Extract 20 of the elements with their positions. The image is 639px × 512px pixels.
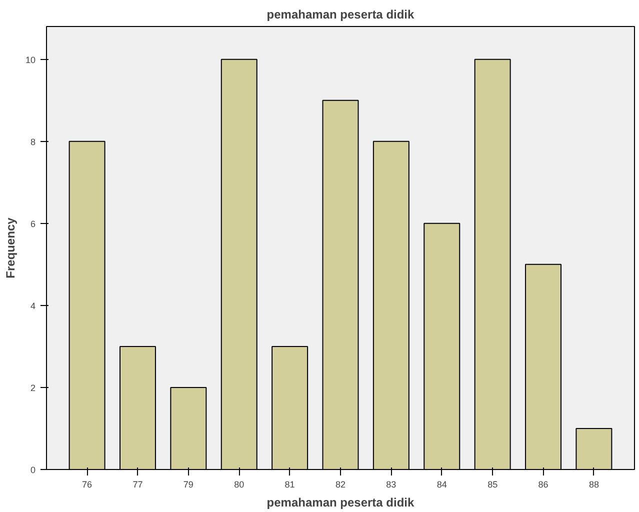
x-tick-label: 88	[588, 480, 599, 490]
x-tick-label: 86	[538, 480, 548, 490]
y-tick-label: 6	[30, 218, 36, 229]
x-tick-label: 76	[82, 480, 92, 490]
x-tick-label: 84	[436, 480, 447, 490]
y-tick-label: 2	[30, 382, 36, 393]
x-tick-label: 83	[386, 480, 396, 490]
x-tick-label: 85	[488, 480, 498, 490]
x-tick-label: 79	[183, 480, 194, 490]
y-tick-label: 0	[30, 465, 36, 475]
x-tick-label: 80	[234, 480, 244, 490]
y-tick-label: 4	[30, 300, 36, 311]
x-axis-title: pemahaman peserta didik	[266, 496, 415, 510]
y-axis-title: Frequency	[3, 217, 18, 278]
x-tick-label: 82	[335, 480, 346, 490]
chart-title: pemahaman peserta didik	[266, 8, 415, 22]
y-tick-label: 8	[30, 136, 36, 147]
x-tick-label: 81	[284, 480, 295, 490]
x-tick-label: 77	[132, 480, 143, 490]
y-tick-label: 10	[25, 54, 36, 65]
